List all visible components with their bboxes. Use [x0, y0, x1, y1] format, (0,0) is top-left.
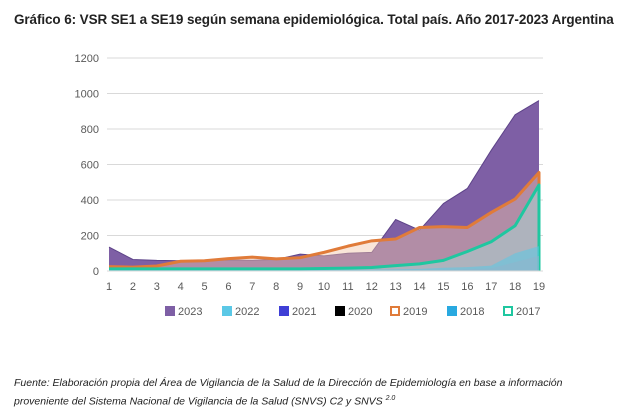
y-tick-label: 800	[81, 124, 99, 136]
x-tick-label: 1	[106, 281, 112, 293]
legend-item-2023: 2023	[165, 306, 202, 318]
legend-swatch	[390, 306, 400, 316]
chart-title: Gráfico 6: VSR SE1 a SE19 según semana e…	[14, 12, 614, 27]
legend-label: 2022	[235, 306, 259, 318]
legend-swatch	[222, 306, 232, 316]
line-2019	[108, 170, 541, 271]
x-tick-label: 7	[249, 281, 255, 293]
x-tick-label: 14	[413, 281, 425, 293]
legend-item-2021: 2021	[279, 306, 316, 318]
x-axis-ticks: 1 2 3 4 5 6 7 8 9 10 11 12 13 14 15 16 17 18 19	[106, 281, 545, 293]
x-tick-label: 13	[390, 281, 402, 293]
series-areas	[108, 100, 541, 271]
x-tick-label: 11	[342, 281, 353, 293]
legend-label: 2023	[178, 306, 202, 318]
x-tick-label: 4	[178, 281, 184, 293]
x-tick-label: 19	[533, 281, 545, 293]
x-tick-label: 2	[130, 281, 136, 293]
x-tick-label: 16	[461, 281, 473, 293]
legend-label: 2019	[403, 306, 427, 318]
x-tick-label: 5	[201, 281, 207, 293]
legend-swatch	[335, 306, 345, 316]
x-tick-label: 9	[297, 281, 303, 293]
x-tick-label: 18	[509, 281, 521, 293]
legend-swatch	[165, 306, 175, 316]
y-tick-label: 1000	[75, 89, 99, 101]
y-tick-label: 200	[81, 231, 99, 243]
y-tick-label: 600	[81, 160, 99, 172]
y-tick-label: 0	[93, 266, 99, 278]
y-axis-ticks: 0 200 400 600 800 1000 1200	[75, 53, 99, 278]
x-tick-label: 6	[225, 281, 231, 293]
source-note: Fuente: Elaboración propia del Área de V…	[14, 376, 620, 410]
line-2017	[109, 183, 541, 271]
legend-item-2020: 2020	[335, 306, 372, 318]
legend-label: 2018	[460, 306, 484, 318]
area-2019	[109, 172, 539, 271]
source-line-2: proveniente del Sistema Nacional de Vigi…	[14, 395, 383, 408]
legend-swatch	[279, 306, 289, 316]
legend-item-2017: 2017	[503, 306, 540, 318]
x-tick-label: 15	[437, 281, 449, 293]
legend-swatch	[447, 306, 457, 316]
source-line-1: Fuente: Elaboración propia del Área de V…	[14, 377, 563, 389]
x-tick-label: 8	[273, 281, 279, 293]
legend-label: 2020	[348, 306, 372, 318]
legend-label: 2021	[292, 306, 316, 318]
y-tick-label: 1200	[75, 53, 99, 65]
y-tick-label: 400	[81, 195, 99, 207]
area-2018	[109, 255, 539, 271]
legend-item-2019: 2019	[390, 306, 427, 318]
legend-item-2022: 2022	[222, 306, 259, 318]
x-tick-label: 17	[485, 281, 497, 293]
legend-swatch	[503, 306, 513, 316]
x-tick-label: 10	[318, 281, 330, 293]
x-tick-label: 12	[366, 281, 378, 293]
legend-label: 2017	[516, 306, 540, 318]
legend-item-2018: 2018	[447, 306, 484, 318]
x-tick-label: 3	[154, 281, 160, 293]
legend: 2023 2022 2021 2020 2019 2018 2017	[165, 306, 540, 318]
source-superscript: 2.0	[385, 395, 396, 402]
area-2017	[109, 184, 539, 271]
